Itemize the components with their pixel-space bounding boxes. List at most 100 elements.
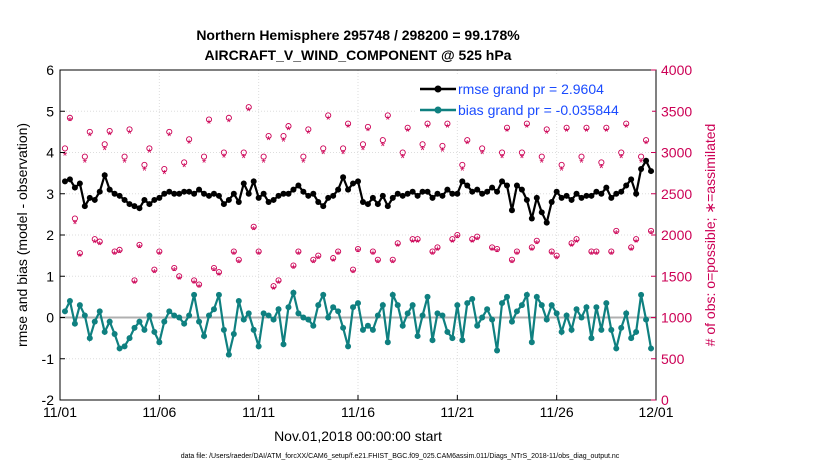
bias-point [300, 314, 307, 321]
obs-assimilated-point: * [117, 247, 122, 261]
obs-assimilated-point: * [296, 248, 301, 262]
obs-possible-point [81, 153, 88, 160]
obs-assimilated-point: * [574, 236, 579, 250]
rmse-point [409, 188, 416, 195]
obs-assimilated-point: * [495, 246, 500, 260]
bias-point [369, 326, 376, 333]
obs-assimilated-point: * [162, 167, 167, 181]
rmse-point [513, 182, 520, 189]
rmse-point [404, 190, 411, 197]
obs-possible-point [424, 120, 431, 127]
bias-point [235, 298, 242, 304]
obs-assimilated-point: * [306, 127, 311, 141]
obs-assimilated-point: * [624, 121, 629, 135]
rmse-point [523, 196, 530, 203]
bias-point [449, 335, 456, 342]
bias-point [618, 324, 625, 331]
y-right-tick-label-4: 2000 [661, 227, 692, 243]
obs-possible-point [474, 233, 481, 240]
obs-assimilated-point: * [92, 237, 97, 251]
rmse-point [598, 190, 605, 197]
bias-point [528, 339, 535, 346]
bias-point [181, 320, 188, 327]
bias-point [196, 318, 203, 325]
rmse-point [588, 192, 595, 199]
rmse-point [364, 201, 371, 208]
obs-possible-point [191, 277, 198, 284]
rmse-point [250, 178, 257, 185]
bias-point [523, 291, 530, 298]
bias-point [156, 339, 163, 346]
bias-point [290, 289, 297, 296]
obs-possible-point [270, 283, 277, 290]
bias-point [533, 293, 540, 300]
rmse-point [156, 194, 163, 201]
rmse-point [518, 186, 525, 193]
bias-point [176, 314, 183, 321]
obs-assimilated-point: * [500, 152, 505, 166]
obs-assimilated-point: * [371, 248, 376, 262]
rmse-point [389, 194, 396, 201]
rmse-point [265, 199, 272, 205]
obs-assimilated-point: * [544, 127, 549, 141]
bias-point [469, 295, 476, 302]
bias-point [434, 310, 441, 317]
obs-assimilated-point: * [68, 115, 73, 129]
obs-assimilated-point: * [251, 223, 256, 237]
bias-point [265, 312, 272, 319]
obs-assimilated-point: * [520, 152, 525, 166]
obs-possible-point [583, 124, 590, 131]
rmse-series [61, 157, 655, 226]
obs-possible-point [280, 132, 287, 140]
rmse-point [335, 186, 342, 193]
obs-assimilated-point: * [525, 121, 530, 135]
obs-assimilated-point: * [132, 277, 137, 291]
bias-point [96, 308, 103, 315]
bias-point [548, 302, 555, 309]
legend: rmse grand pr = 2.9604 bias grand pr = -… [416, 76, 652, 120]
obs-possible-point [623, 120, 630, 127]
obs-assimilated-point: * [510, 256, 515, 270]
bias-point [583, 304, 590, 311]
rmse-point [593, 188, 600, 195]
rmse-point [419, 188, 426, 195]
rmse-point [578, 194, 585, 201]
obs-possible-point [315, 252, 322, 259]
rmse-point [71, 184, 78, 191]
obs-possible-point [76, 250, 83, 257]
obs-possible-point [260, 153, 267, 160]
bias-point [359, 326, 366, 333]
obs-assimilated-point: * [336, 248, 341, 262]
rmse-point [618, 188, 625, 195]
bias-point [210, 306, 217, 313]
obs-possible-point [568, 240, 575, 247]
x-tick-label-1: 11/06 [142, 404, 176, 420]
obs-assimilated-point: * [276, 277, 281, 291]
obs-assimilated-point: * [395, 240, 400, 254]
y-left-tick-label-0: -2 [42, 392, 55, 408]
rmse-point [489, 184, 496, 191]
y-axis-left: -2 -1 0 1 2 3 4 5 6 [42, 62, 65, 408]
y-axis-right-label: # of obs: o=possible; ∗=assimilated [702, 124, 718, 347]
obs-assimilated-point: * [73, 218, 78, 232]
obs-assimilated-point: * [609, 248, 614, 262]
rmse-point [345, 186, 352, 193]
obs-assimilated-point: * [172, 265, 177, 279]
obs-possible-point [538, 153, 545, 160]
obs-assimilated-point: * [241, 152, 246, 166]
bias-point [588, 335, 595, 342]
bias-point [454, 302, 461, 309]
obs-possible-point [459, 161, 466, 168]
obs-possible-point [469, 236, 476, 243]
rmse-point [91, 196, 98, 203]
bias-point [638, 291, 645, 298]
rmse-point [270, 196, 277, 203]
x-axis: 11/01 11/06 11/11 11/16 11/21 11/26 12/01 [43, 395, 674, 420]
y-right-tick-label-7: 3500 [661, 103, 692, 119]
obs-assimilated-point: * [291, 262, 296, 276]
obs-assimilated-point: * [236, 256, 241, 270]
legend-rmse-marker [434, 85, 442, 93]
obs-assimilated-point: * [222, 151, 227, 165]
bias-point [250, 326, 257, 333]
